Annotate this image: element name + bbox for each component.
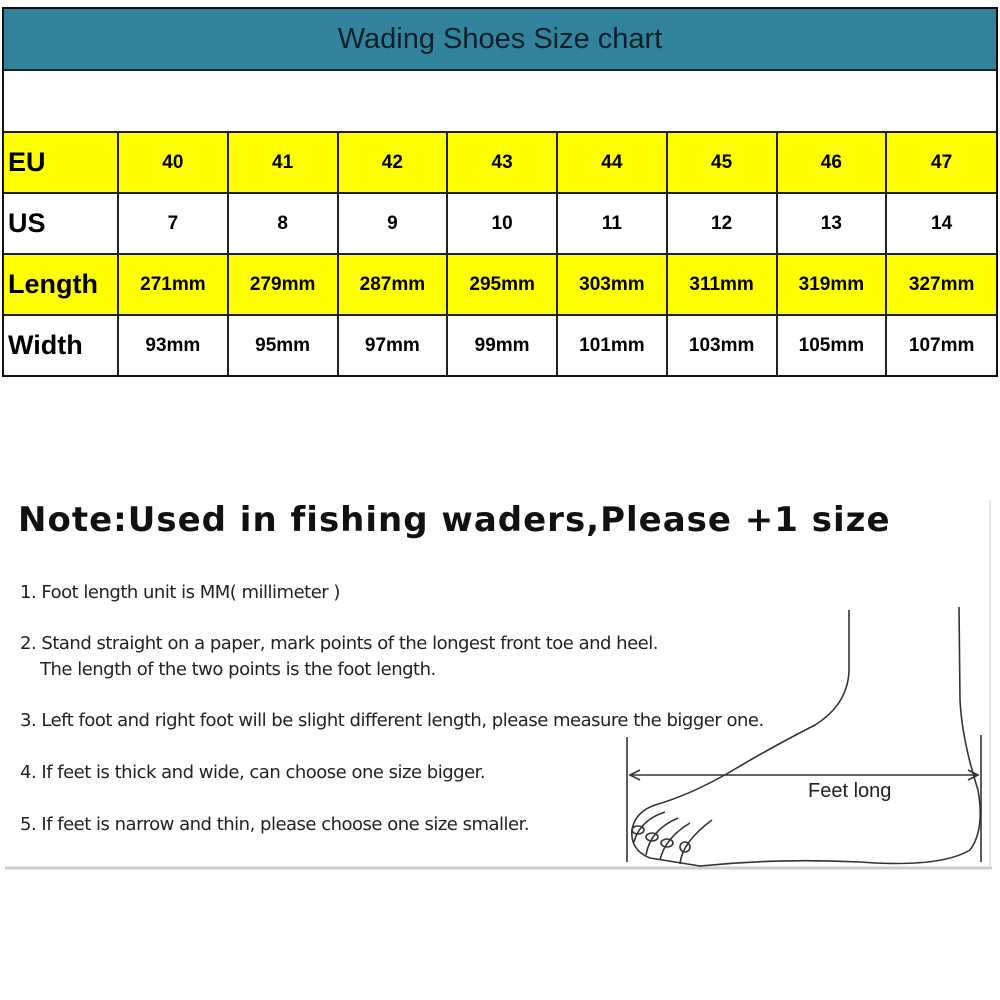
size-cell: 97mm <box>336 314 449 375</box>
row-label: US <box>4 192 119 255</box>
size-cell: 11 <box>556 192 668 255</box>
size-cell: 42 <box>336 133 449 194</box>
instruction-4: 4. If feet is thick and wide, can choose… <box>20 762 486 783</box>
size-cell: 99mm <box>446 314 558 375</box>
size-cell: 43 <box>446 133 558 194</box>
size-row-length: Length 271mm 279mm 287mm 295mm 303mm 311mm 319m… <box>4 253 996 316</box>
size-cell: 311mm <box>665 253 778 316</box>
size-cell: 93mm <box>117 314 229 375</box>
size-cell: 40 <box>117 133 229 194</box>
row-label: Width <box>4 314 119 375</box>
instruction-2: 2. Stand straight on a paper, mark point… <box>20 633 658 654</box>
size-cell: 287mm <box>336 253 449 316</box>
size-cell: 44 <box>556 133 668 194</box>
chart-title: Wading Shoes Size chart <box>4 9 996 71</box>
size-cell: 46 <box>775 133 888 194</box>
instruction-3: 3. Left foot and right foot will be slig… <box>20 710 764 731</box>
instruction-5: 5. If feet is narrow and thin, please ch… <box>20 814 530 835</box>
feet-long-label: Feet long <box>808 780 892 802</box>
size-cell: 295mm <box>446 253 558 316</box>
size-cell: 103mm <box>665 314 778 375</box>
note-heading: Note:Used in fishing waders,Please +1 si… <box>18 500 891 540</box>
blank-row <box>4 71 996 133</box>
size-row-us: US 7 8 9 10 11 12 13 14 <box>4 192 996 255</box>
size-cell: 13 <box>775 192 888 255</box>
size-row-width: Width 93mm 95mm 97mm 99mm 101mm 103mm 105mm 107m… <box>4 314 996 375</box>
row-label: Length <box>4 253 119 316</box>
size-cell: 319mm <box>775 253 888 316</box>
size-table: EU 40 41 42 43 44 45 46 47 US 7 8 9 10 11 12 13 14 Length 2… <box>4 133 996 375</box>
size-cell: 9 <box>336 192 449 255</box>
size-cell: 10 <box>446 192 558 255</box>
size-cell: 303mm <box>556 253 668 316</box>
size-cell: 279mm <box>226 253 339 316</box>
row-label: EU <box>4 133 119 194</box>
size-cell: 8 <box>226 192 339 255</box>
size-cell: 41 <box>226 133 339 194</box>
size-cell: 12 <box>665 192 778 255</box>
size-cell: 105mm <box>775 314 888 375</box>
foot-outline <box>631 606 981 867</box>
size-cell: 101mm <box>556 314 668 375</box>
size-cell: 7 <box>117 192 229 255</box>
size-cell: 271mm <box>117 253 229 316</box>
arrow-heads <box>628 769 980 781</box>
size-chart: Wading Shoes Size chart EU 40 41 42 43 44 45 46… <box>2 7 998 377</box>
size-cell: 327mm <box>885 253 996 316</box>
size-row-eu: EU 40 41 42 43 44 45 46 47 <box>4 133 996 194</box>
instruction-1: 1. Foot length unit is MM( millimeter ) <box>20 582 340 603</box>
size-cell: 107mm <box>885 314 996 375</box>
instruction-2-cont: The length of the two points is the foot… <box>40 659 436 680</box>
size-cell: 14 <box>885 192 996 255</box>
size-cell: 45 <box>665 133 778 194</box>
size-cell: 47 <box>885 133 996 194</box>
size-cell: 95mm <box>226 314 339 375</box>
